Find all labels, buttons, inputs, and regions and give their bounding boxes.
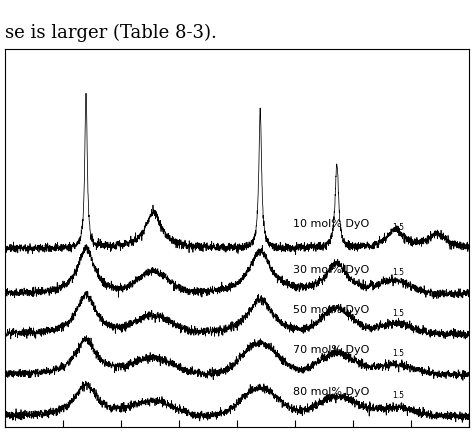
Text: 80 mol% DyO: 80 mol% DyO — [293, 388, 369, 397]
Text: se is larger (Table 8-3).: se is larger (Table 8-3). — [5, 24, 217, 42]
Text: 1.5: 1.5 — [392, 223, 404, 232]
Text: 70 mol% DyO: 70 mol% DyO — [293, 345, 369, 356]
Text: 1.5: 1.5 — [392, 268, 404, 277]
Text: 10 mol% DyO: 10 mol% DyO — [293, 219, 369, 229]
Text: 1.5: 1.5 — [392, 349, 404, 358]
Text: 30 mol% DyO: 30 mol% DyO — [293, 265, 369, 275]
Text: 50 mol% DyO: 50 mol% DyO — [293, 305, 369, 315]
Text: 1.5: 1.5 — [392, 308, 404, 318]
Text: 1.5: 1.5 — [392, 391, 404, 400]
